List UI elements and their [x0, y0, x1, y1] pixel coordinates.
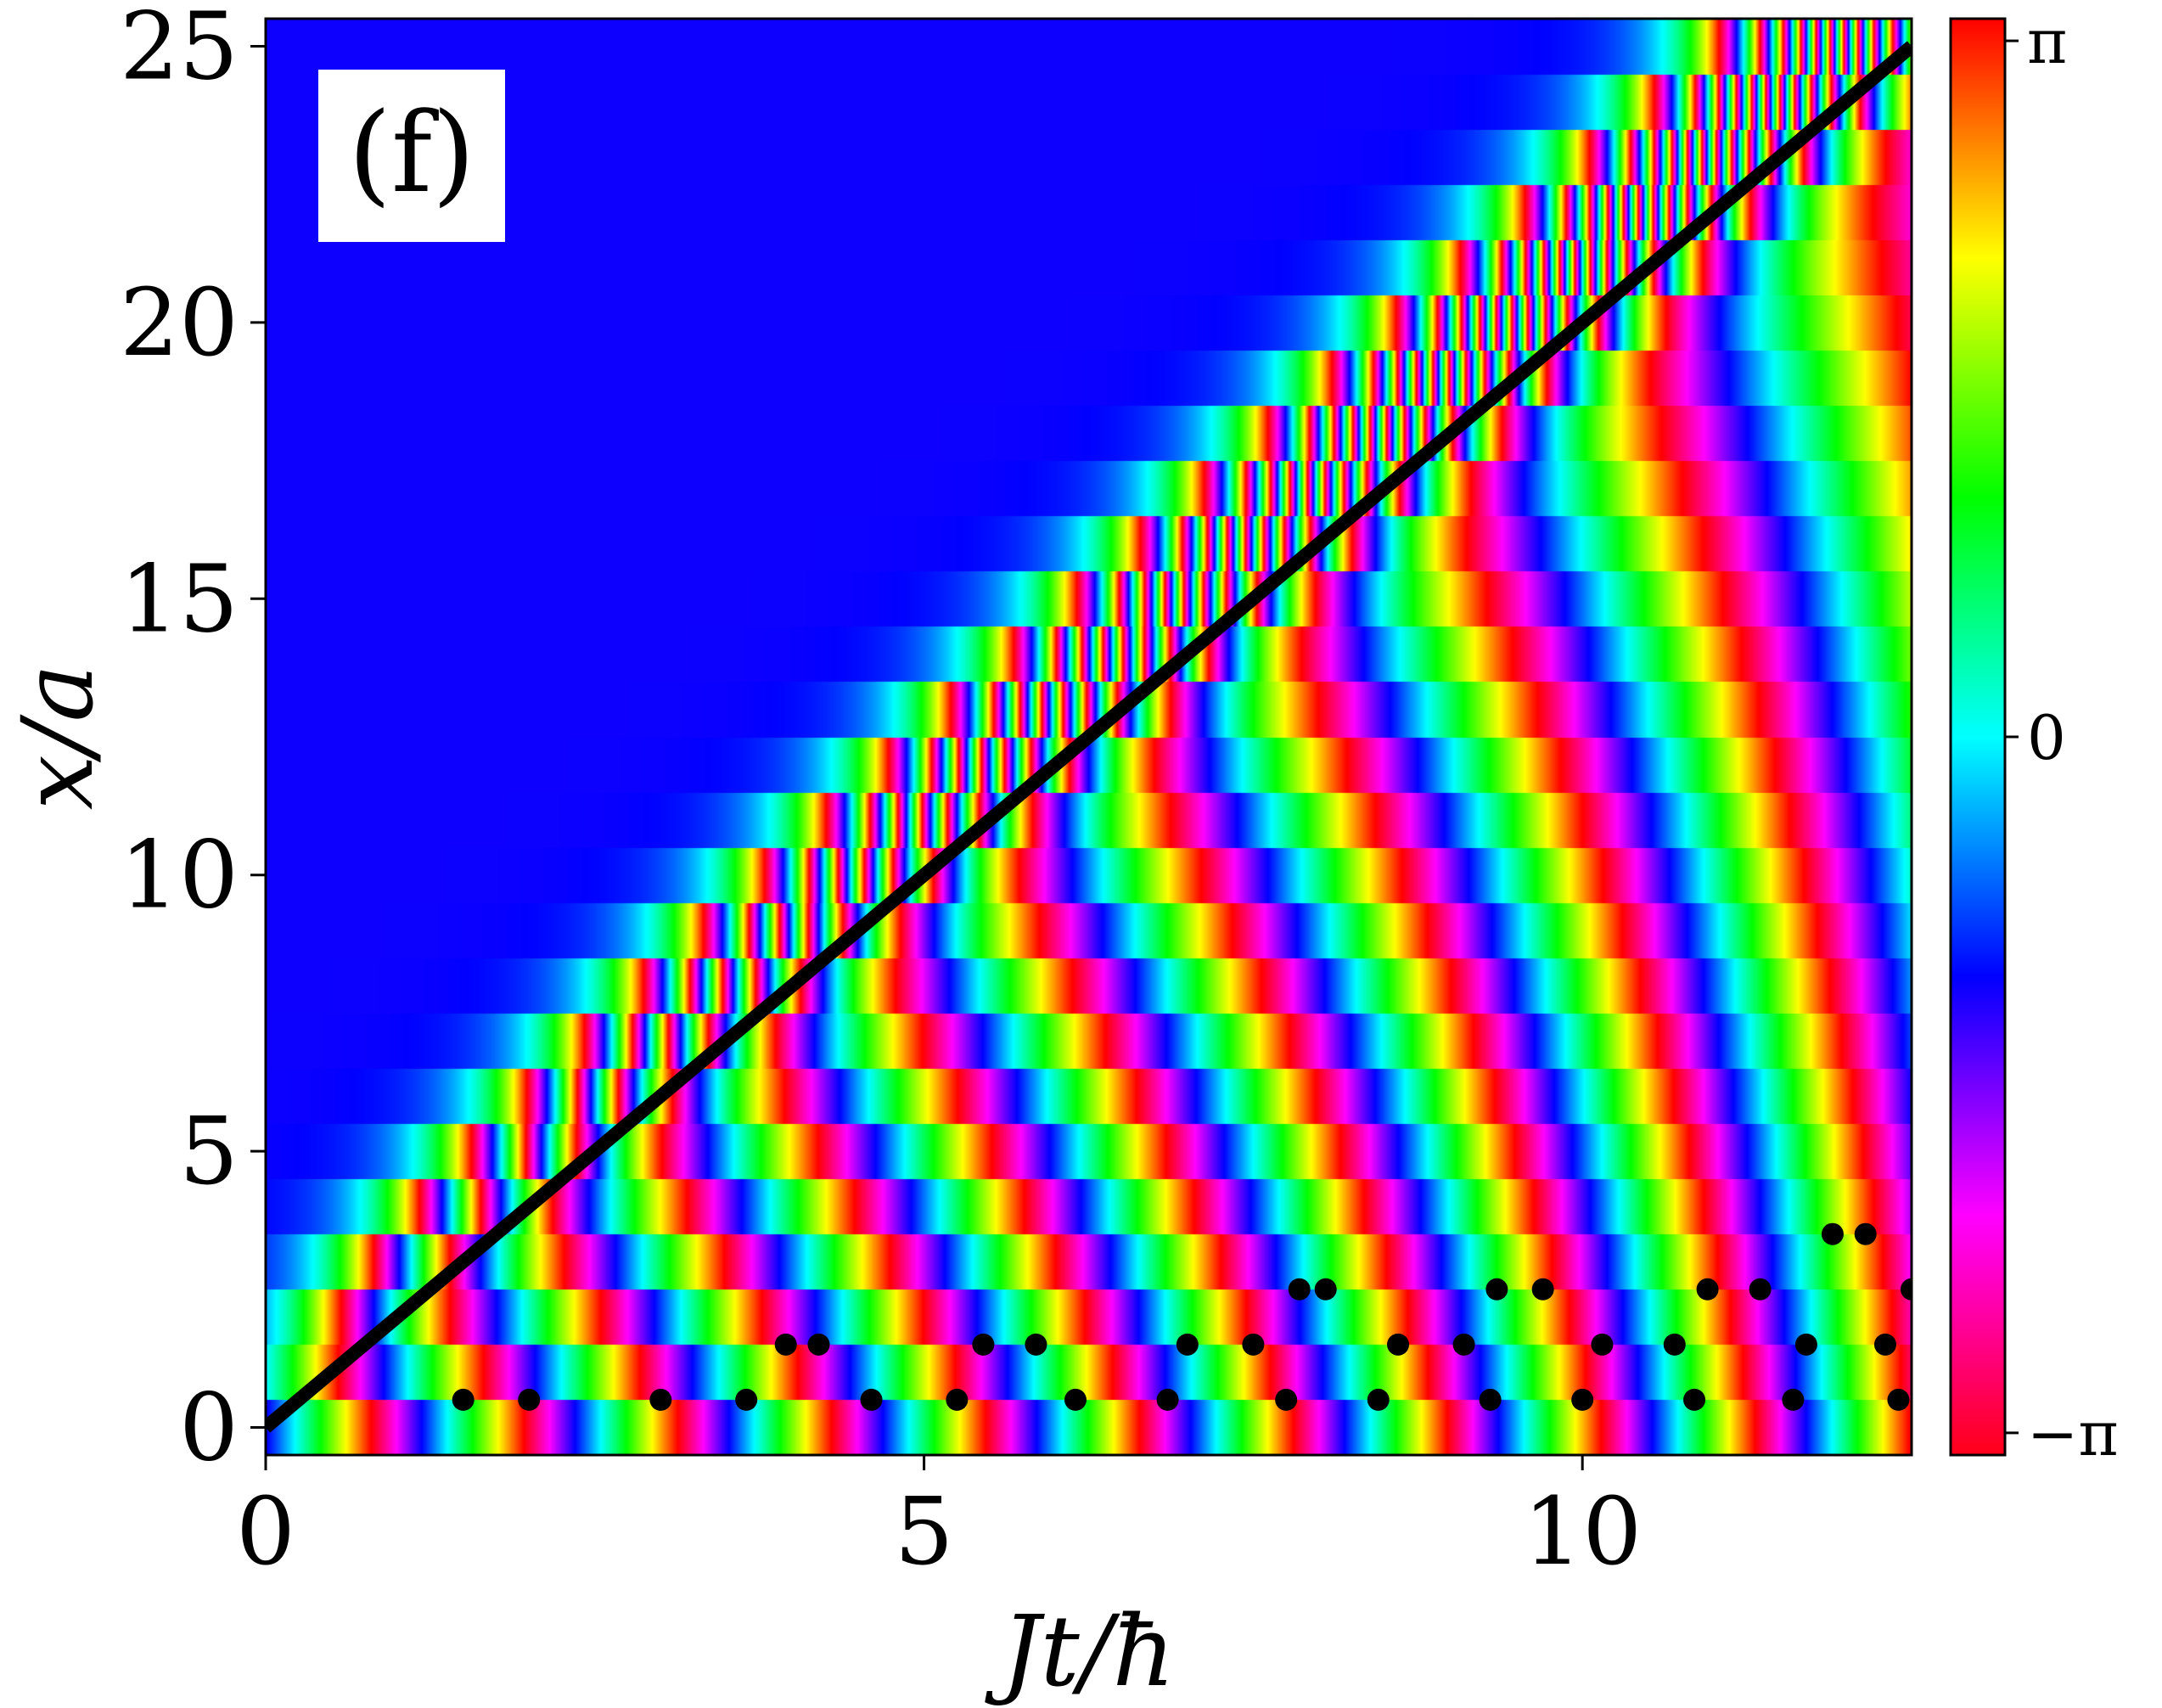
vortex-point [1452, 1333, 1475, 1356]
vortex-point [1821, 1222, 1844, 1245]
x-tick-label: 0 [236, 1477, 295, 1586]
vortex-point [807, 1333, 830, 1356]
vortex-point [1387, 1333, 1410, 1356]
vortex-point [1479, 1388, 1502, 1411]
colorbar-ticks: π 0 −π [2005, 6, 2119, 1469]
vortex-markers [452, 1222, 1912, 1411]
y-axis-label: x/a [2, 664, 115, 810]
x-axis-label: Jt/ħ [984, 1595, 1175, 1708]
vortex-point [735, 1388, 758, 1411]
vortex-point [1854, 1222, 1877, 1245]
vortex-point [1156, 1388, 1179, 1411]
vortex-point [1176, 1333, 1199, 1356]
vortex-point [1288, 1278, 1311, 1301]
vortex-point [1696, 1278, 1719, 1301]
vortex-point [1025, 1333, 1047, 1356]
y-tick-label: 25 [120, 0, 239, 101]
y-tick-label: 5 [179, 1097, 239, 1205]
vortex-point [946, 1388, 969, 1411]
vortex-point [1275, 1388, 1298, 1411]
colorbar-tick-label: −π [2027, 1398, 2119, 1469]
vortex-point [1571, 1388, 1594, 1411]
vortex-point [1873, 1333, 1896, 1356]
vortex-point [1314, 1278, 1337, 1301]
vortex-point [1242, 1333, 1265, 1356]
y-tick-label: 10 [120, 821, 239, 930]
y-tick-label: 20 [120, 268, 239, 377]
vortex-point [1749, 1278, 1772, 1301]
vortex-point [860, 1388, 883, 1411]
x-tick-label: 5 [895, 1477, 954, 1586]
y-tick-label: 0 [179, 1373, 239, 1481]
plot-frame [264, 17, 1913, 1457]
panel-label-box [318, 70, 505, 242]
vortex-point [1901, 1278, 1912, 1301]
light-cone-line [266, 41, 1912, 1433]
x-tick-label: 10 [1523, 1477, 1642, 1586]
vortex-point [1782, 1388, 1805, 1411]
vortex-point [972, 1333, 995, 1356]
vortex-point [1663, 1333, 1686, 1356]
y-tick-label: 15 [120, 544, 239, 653]
y-axis-ticks: 0 5 10 15 20 25 [120, 0, 266, 1481]
vortex-point [1064, 1388, 1087, 1411]
vortex-point [1367, 1388, 1390, 1411]
vortex-point [1887, 1388, 1910, 1411]
vortex-point [774, 1333, 797, 1356]
vortex-point [1683, 1388, 1706, 1411]
vortex-point [1794, 1333, 1817, 1356]
vortex-point [1485, 1278, 1508, 1301]
panel-label: (f) [348, 88, 475, 217]
vortex-point [1591, 1333, 1614, 1356]
vortex-point [1531, 1278, 1554, 1301]
vortex-point [452, 1388, 475, 1411]
vortex-point [518, 1388, 541, 1411]
colorbar [1949, 17, 2007, 1457]
vortex-point [649, 1388, 672, 1411]
colorbar-tick-label: 0 [2027, 702, 2066, 773]
x-axis-ticks: 0 5 10 [236, 1455, 1642, 1586]
colorbar-tick-label: π [2027, 6, 2067, 77]
